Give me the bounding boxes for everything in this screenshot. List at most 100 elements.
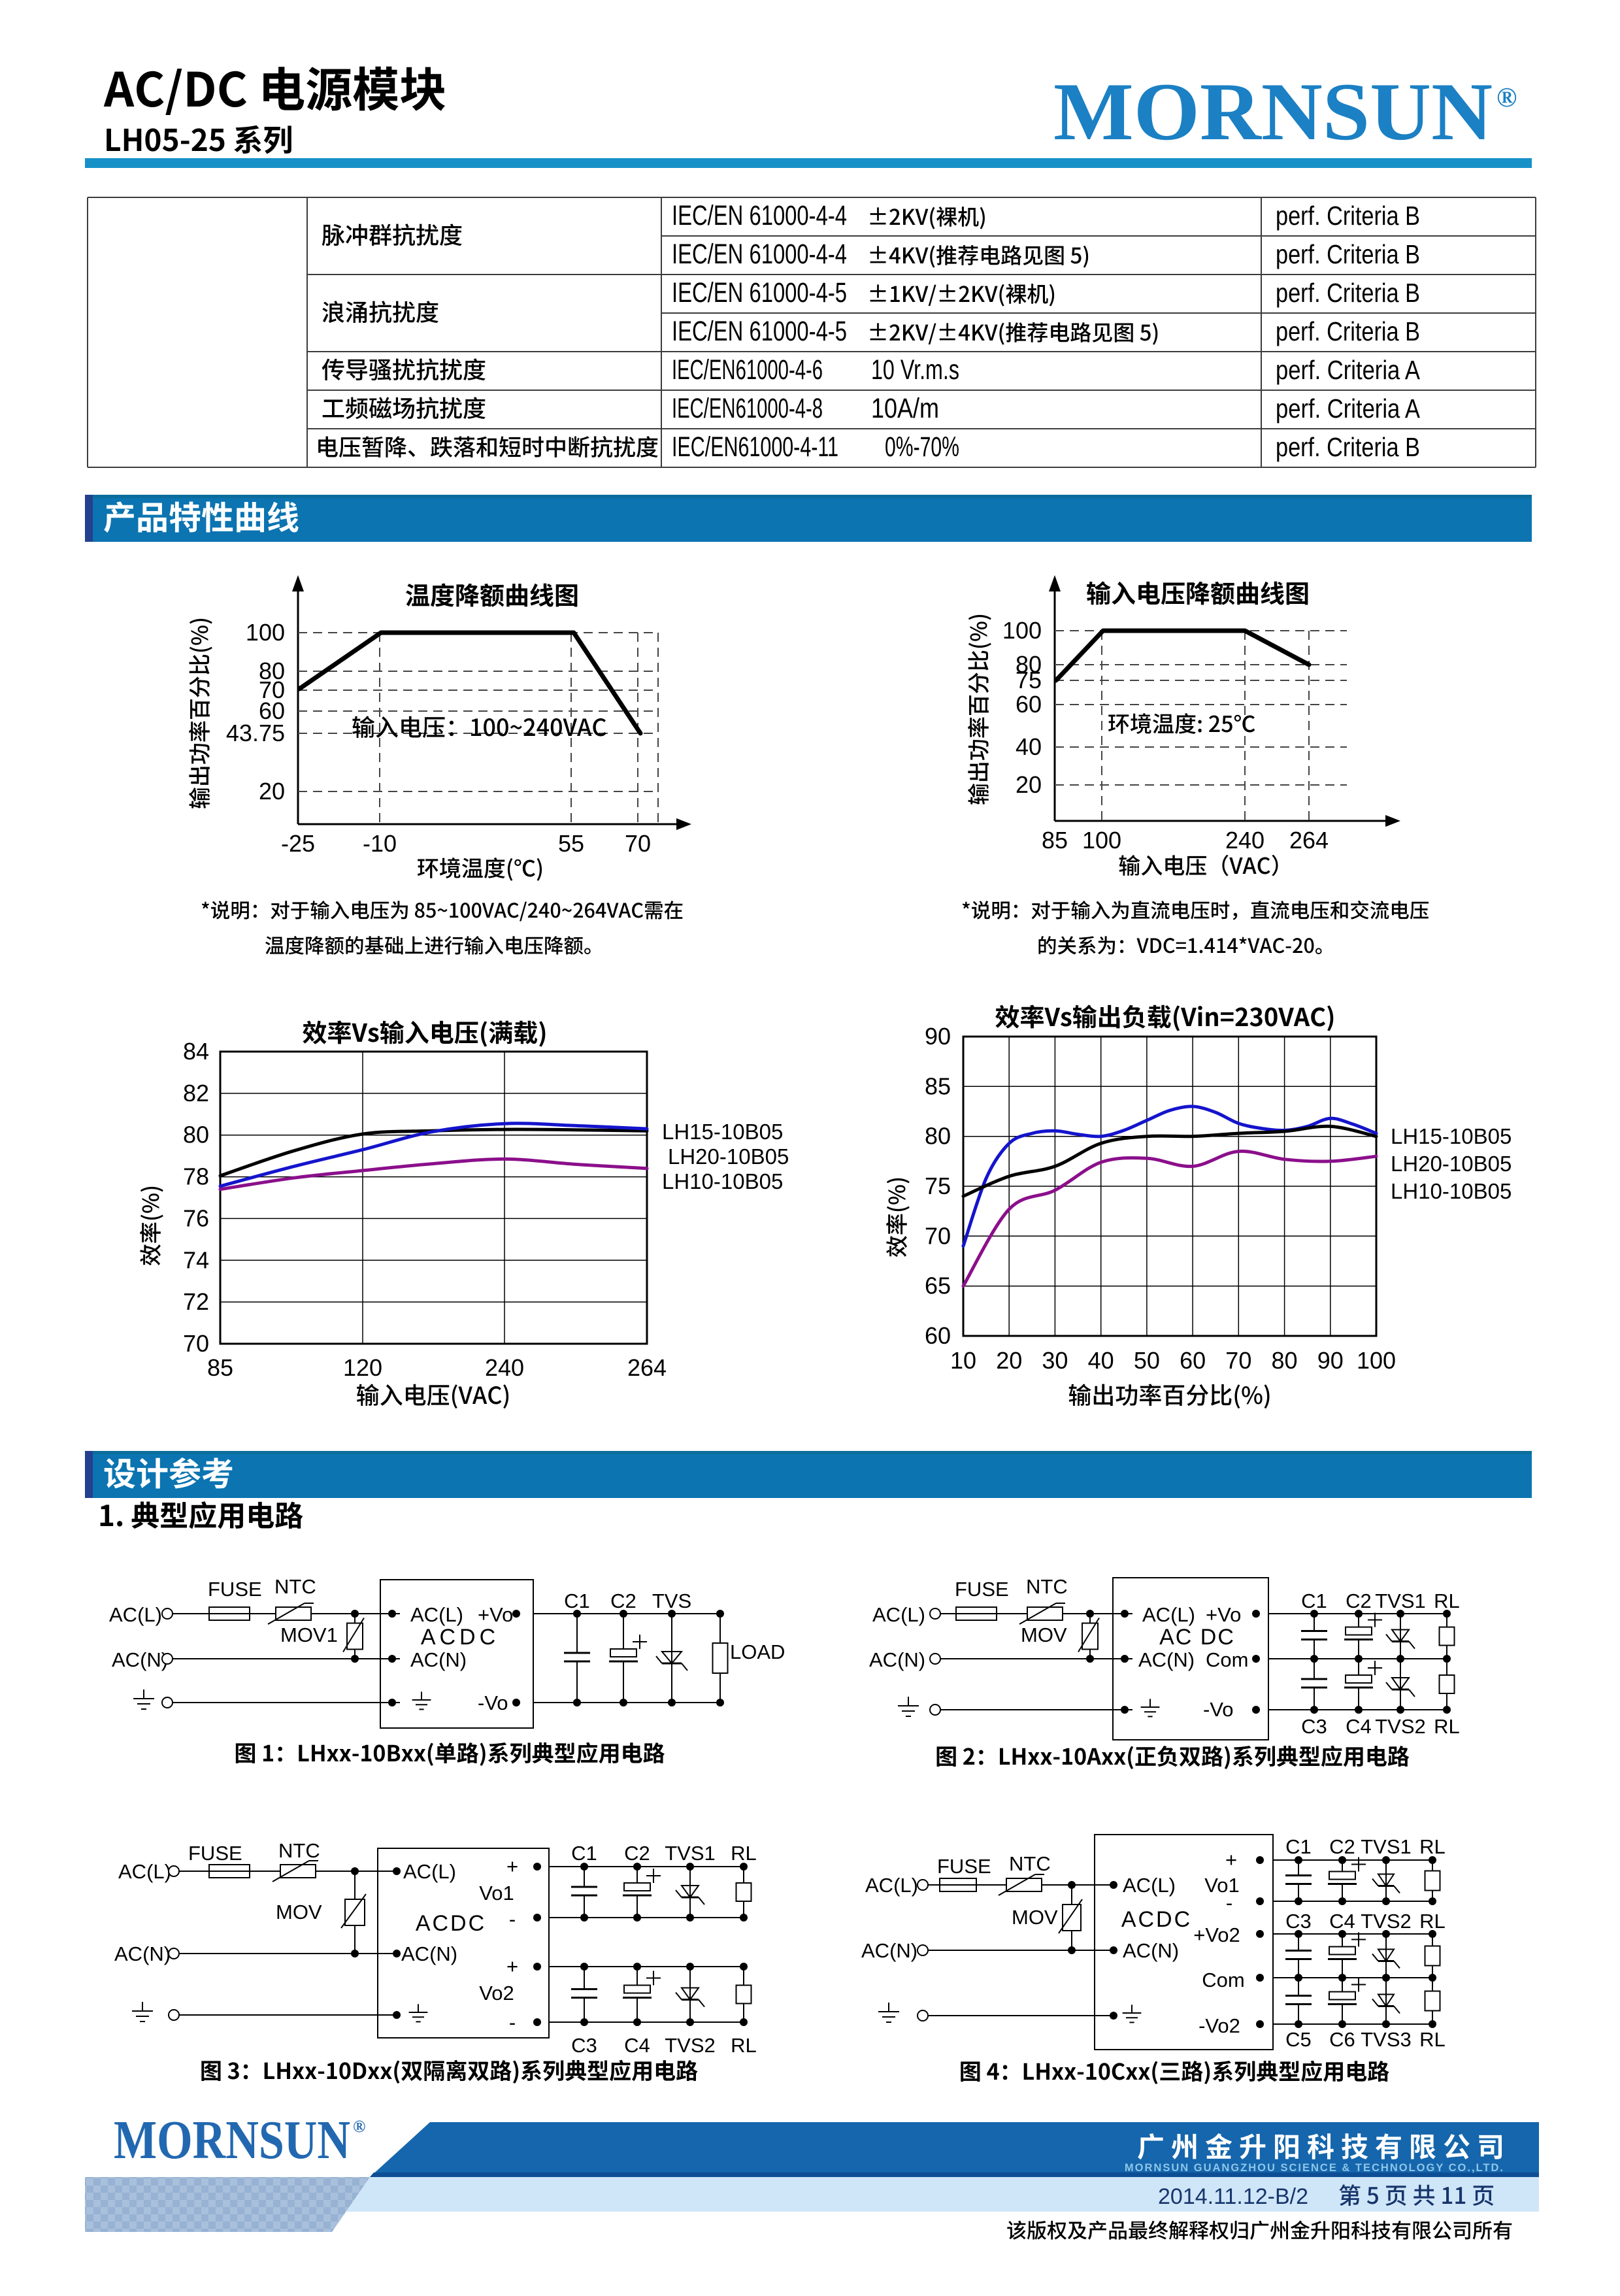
svg-text:20: 20 [259, 778, 285, 805]
svg-text:IEC/EN 61000-4-4: IEC/EN 61000-4-4 [672, 200, 847, 231]
svg-text:®: ® [353, 2117, 365, 2136]
svg-text:ACDC: ACDC [416, 1911, 486, 1936]
svg-text:C1: C1 [1301, 1589, 1327, 1612]
svg-text:90: 90 [1317, 1347, 1344, 1374]
svg-text:IEC/EN61000-4-11: IEC/EN61000-4-11 [672, 431, 838, 463]
svg-text:84: 84 [183, 1038, 209, 1065]
svg-text:AC(L): AC(L) [872, 1603, 925, 1626]
svg-text:70: 70 [183, 1330, 209, 1357]
svg-text:80: 80 [183, 1122, 209, 1148]
svg-text:TVS1: TVS1 [1361, 1835, 1412, 1858]
svg-text:AC(L): AC(L) [1123, 1874, 1176, 1897]
svg-text:70: 70 [625, 830, 651, 857]
svg-text:10: 10 [950, 1347, 976, 1374]
svg-text:65: 65 [925, 1273, 951, 1299]
svg-text:MOV1: MOV1 [280, 1623, 338, 1646]
svg-text:LH15-10B05: LH15-10B05 [662, 1120, 783, 1144]
svg-text:LOAD: LOAD [730, 1640, 785, 1663]
svg-text:TVS: TVS [652, 1589, 691, 1612]
svg-text:100: 100 [246, 619, 285, 646]
svg-text:NTC: NTC [1009, 1852, 1051, 1875]
svg-text:C1: C1 [564, 1589, 590, 1612]
svg-text:20: 20 [1016, 771, 1042, 798]
svg-text:perf. Criteria A: perf. Criteria A [1276, 393, 1421, 424]
svg-text:AC(L): AC(L) [1142, 1603, 1195, 1626]
svg-text:NTC: NTC [1026, 1575, 1068, 1598]
svg-text:+Vo2: +Vo2 [1193, 1923, 1240, 1946]
svg-text:70: 70 [259, 676, 285, 703]
svg-text:72: 72 [183, 1288, 209, 1315]
svg-text:LH10-10B05: LH10-10B05 [662, 1169, 783, 1193]
svg-text:C1: C1 [571, 1842, 597, 1865]
svg-text:RL: RL [1419, 1835, 1446, 1858]
svg-text:75: 75 [925, 1173, 951, 1199]
svg-text:50: 50 [1134, 1347, 1160, 1374]
svg-text:55: 55 [558, 830, 584, 857]
svg-text:RL: RL [1434, 1589, 1460, 1612]
svg-text:NTC: NTC [278, 1839, 320, 1862]
svg-text:C5: C5 [1285, 2028, 1312, 2051]
svg-text:C4: C4 [1329, 1910, 1355, 1933]
svg-text:90: 90 [925, 1023, 951, 1050]
svg-text:ACDC: ACDC [1121, 1907, 1192, 1932]
svg-text:240: 240 [1225, 827, 1265, 854]
svg-text:TVS2: TVS2 [665, 2034, 716, 2057]
svg-text:TVS3: TVS3 [1361, 2028, 1412, 2051]
svg-text:FUSE: FUSE [208, 1578, 262, 1601]
svg-text:-Vo: -Vo [1203, 1698, 1234, 1721]
svg-text:264: 264 [627, 1354, 667, 1381]
svg-text:78: 78 [183, 1163, 209, 1190]
svg-text:AC(N): AC(N) [410, 1648, 467, 1671]
svg-text:C3: C3 [1301, 1715, 1327, 1738]
svg-text:NTC: NTC [274, 1575, 316, 1598]
svg-text:C2: C2 [610, 1589, 636, 1612]
svg-text:C4: C4 [1346, 1715, 1372, 1738]
svg-text:C1: C1 [1285, 1835, 1312, 1858]
svg-text:Com: Com [1202, 1969, 1244, 1991]
svg-text:RL: RL [1419, 2028, 1446, 2051]
svg-text:perf. Criteria B: perf. Criteria B [1276, 432, 1420, 462]
svg-text:240: 240 [485, 1354, 524, 1381]
svg-text:2014.11.12-B/2: 2014.11.12-B/2 [1158, 2184, 1308, 2209]
svg-text:AC(L): AC(L) [403, 1860, 456, 1883]
svg-text:C2: C2 [624, 1842, 650, 1865]
svg-text:LH10-10B05: LH10-10B05 [1391, 1179, 1512, 1203]
svg-text:AC(N): AC(N) [861, 1939, 917, 1962]
svg-text:+: + [1225, 1848, 1237, 1871]
svg-text:perf. Criteria B: perf. Criteria B [1276, 239, 1420, 269]
svg-text:264: 264 [1289, 827, 1329, 854]
svg-text:IEC/EN61000-4-8: IEC/EN61000-4-8 [672, 393, 823, 424]
svg-text:RL: RL [731, 2034, 757, 2057]
svg-text:Vo2: Vo2 [479, 1982, 514, 2005]
svg-text:C2: C2 [1346, 1589, 1372, 1612]
svg-text:perf. Criteria A: perf. Criteria A [1276, 355, 1421, 385]
svg-text:TVS1: TVS1 [1375, 1589, 1426, 1612]
svg-text:85: 85 [1042, 827, 1068, 854]
svg-text:-: - [1226, 1891, 1232, 1914]
svg-text:40: 40 [1016, 733, 1042, 760]
svg-text:43.75: 43.75 [226, 720, 285, 746]
svg-text:FUSE: FUSE [955, 1578, 1009, 1601]
svg-text:MORNSUN GUANGZHOU SCIENCE & TE: MORNSUN GUANGZHOU SCIENCE & TECHNOLOGY C… [1125, 2162, 1504, 2174]
svg-text:LH20-10B05: LH20-10B05 [1391, 1152, 1512, 1176]
svg-text:RL: RL [731, 1842, 757, 1865]
svg-text:-: - [509, 2011, 516, 2034]
svg-text:10A/m: 10A/m [871, 393, 939, 424]
svg-text:60: 60 [1016, 691, 1042, 718]
svg-text:10 Vr.m.s: 10 Vr.m.s [871, 354, 959, 386]
svg-text:85: 85 [207, 1354, 233, 1381]
svg-text:80: 80 [1272, 1347, 1298, 1374]
svg-text:Vo1: Vo1 [1204, 1874, 1239, 1897]
svg-text:70: 70 [1225, 1347, 1251, 1374]
svg-text:AC(L): AC(L) [865, 1874, 918, 1897]
svg-text:perf. Criteria B: perf. Criteria B [1276, 278, 1420, 308]
svg-text:-Vo2: -Vo2 [1198, 2014, 1240, 2037]
svg-text:AC(N): AC(N) [869, 1648, 925, 1671]
svg-text:-10: -10 [363, 830, 397, 857]
svg-text:75: 75 [1016, 667, 1042, 693]
svg-text:74: 74 [183, 1246, 209, 1273]
svg-text:+Vo: +Vo [478, 1603, 513, 1626]
svg-text:0%-70%: 0%-70% [885, 431, 959, 463]
svg-text:AC(L): AC(L) [109, 1603, 162, 1626]
svg-text:100: 100 [1357, 1347, 1396, 1374]
